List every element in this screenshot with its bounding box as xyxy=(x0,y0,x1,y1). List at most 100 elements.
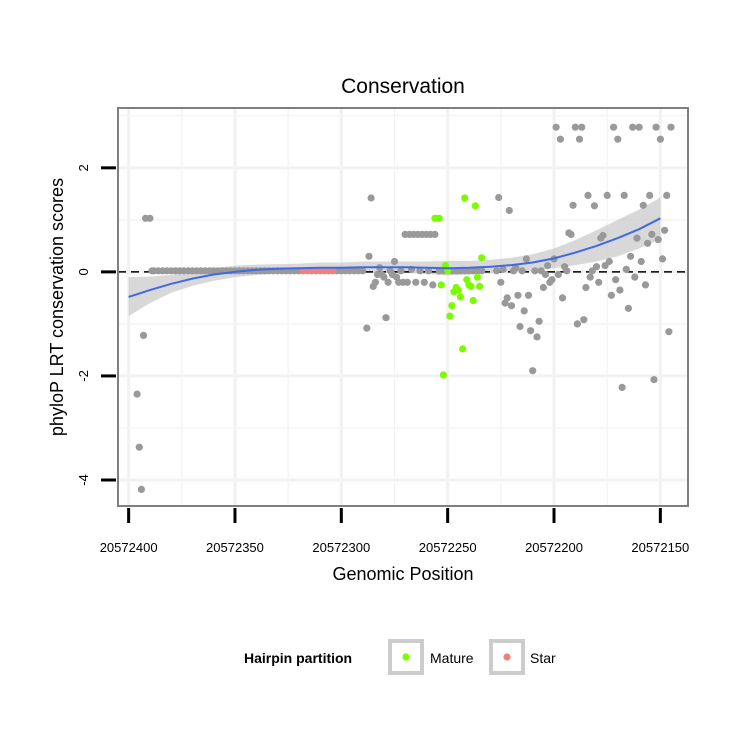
data-point-other xyxy=(514,291,522,299)
data-point-other xyxy=(539,283,548,292)
data-point-other xyxy=(618,383,626,391)
plot-panel xyxy=(118,108,688,506)
x-tick-label: 20572400 xyxy=(100,540,158,555)
data-point-other xyxy=(367,194,375,202)
data-point-other xyxy=(137,485,145,493)
data-point-other xyxy=(584,191,592,199)
data-point-other xyxy=(578,123,586,131)
data-point-other xyxy=(524,291,533,299)
data-point-other xyxy=(420,278,428,286)
data-point-other xyxy=(416,267,424,275)
legend-label-star: Star xyxy=(530,650,556,666)
data-point-other xyxy=(661,226,669,234)
data-point-mature xyxy=(448,302,456,310)
data-point-other xyxy=(552,123,560,131)
data-point-mature xyxy=(467,282,475,290)
data-point-other xyxy=(610,123,618,131)
smooth-line-layer xyxy=(128,217,661,298)
data-point-other xyxy=(586,273,594,281)
data-point-other xyxy=(533,333,541,341)
data-point-other xyxy=(359,267,367,275)
data-point-other xyxy=(365,252,373,260)
data-point-other xyxy=(656,135,665,143)
data-point-other xyxy=(431,230,439,238)
data-point-mature xyxy=(459,345,467,353)
data-point-mature xyxy=(476,282,484,290)
y-tick-label: -4 xyxy=(76,474,91,486)
data-point-other xyxy=(639,201,647,209)
data-point-other xyxy=(497,278,505,286)
data-point-other xyxy=(607,291,616,299)
data-point-other xyxy=(507,302,516,310)
data-point-mature xyxy=(478,254,486,262)
data-point-other xyxy=(412,278,420,286)
data-point-other xyxy=(614,135,622,143)
x-axis: 20572400 20572350 20572300 20572250 20572200… xyxy=(100,508,689,555)
smooth-trend-line xyxy=(128,217,661,298)
data-point-other xyxy=(499,265,507,273)
data-point-other xyxy=(575,135,584,143)
data-point-other xyxy=(637,257,645,266)
data-point-other xyxy=(667,123,675,131)
data-point-other xyxy=(605,257,613,266)
data-point-mature xyxy=(435,214,443,222)
data-point-other xyxy=(620,191,628,199)
data-point-other xyxy=(644,239,652,247)
data-point-other xyxy=(569,201,577,209)
y-axis-title: phyloP LRT conservation scores xyxy=(47,178,67,436)
data-point-other xyxy=(541,270,550,279)
legend-dot-star xyxy=(503,653,511,661)
legend-label-mature: Mature xyxy=(430,650,474,666)
data-point-other xyxy=(631,273,639,281)
legend: Hairpin partition Mature Star xyxy=(244,639,556,675)
data-point-other xyxy=(558,294,567,302)
data-point-other xyxy=(658,255,667,263)
data-point-other xyxy=(635,123,643,131)
data-point-mature xyxy=(446,312,454,320)
x-axis-title: Genomic Position xyxy=(332,564,473,584)
data-point-other xyxy=(424,267,433,275)
x-tick-label: 20572350 xyxy=(206,540,264,555)
data-point-other xyxy=(520,307,528,315)
y-tick-label: 0 xyxy=(76,268,91,275)
data-point-other xyxy=(652,123,660,131)
data-point-other xyxy=(603,191,611,199)
data-point-other xyxy=(544,262,552,270)
data-point-other xyxy=(146,214,154,222)
x-tick-label: 20572200 xyxy=(525,540,583,555)
y-axis: -4 -2 0 2 xyxy=(76,164,116,486)
data-point-mature xyxy=(437,281,445,289)
data-point-other xyxy=(648,230,656,238)
data-point-other xyxy=(612,276,620,284)
data-point-other xyxy=(548,276,556,284)
data-point-other xyxy=(522,255,531,263)
data-point-other xyxy=(573,320,582,328)
data-point-other xyxy=(556,135,565,143)
data-point-other xyxy=(663,191,671,199)
data-point-mature xyxy=(439,371,447,379)
data-point-other xyxy=(493,267,501,275)
data-point-mature xyxy=(473,273,481,281)
data-point-other xyxy=(563,267,571,275)
data-point-other xyxy=(384,278,392,286)
data-point-other xyxy=(616,286,624,294)
data-point-other xyxy=(592,263,601,271)
data-point-other xyxy=(646,191,654,199)
data-point-other xyxy=(139,331,148,339)
data-point-mature xyxy=(471,202,479,210)
data-point-other xyxy=(531,267,539,275)
legend-title: Hairpin partition xyxy=(244,650,352,666)
data-point-mature xyxy=(454,286,462,294)
data-point-other xyxy=(135,443,143,451)
y-tick-label: 2 xyxy=(76,164,91,171)
data-point-mature xyxy=(461,194,469,202)
data-point-other xyxy=(527,327,535,335)
data-point-other xyxy=(390,257,399,266)
data-point-other xyxy=(580,316,588,324)
data-point-other xyxy=(629,123,637,131)
data-point-other xyxy=(571,123,579,131)
data-point-other xyxy=(650,376,658,384)
data-point-other xyxy=(567,230,575,238)
data-point-other xyxy=(518,267,526,275)
data-point-other xyxy=(590,202,599,210)
